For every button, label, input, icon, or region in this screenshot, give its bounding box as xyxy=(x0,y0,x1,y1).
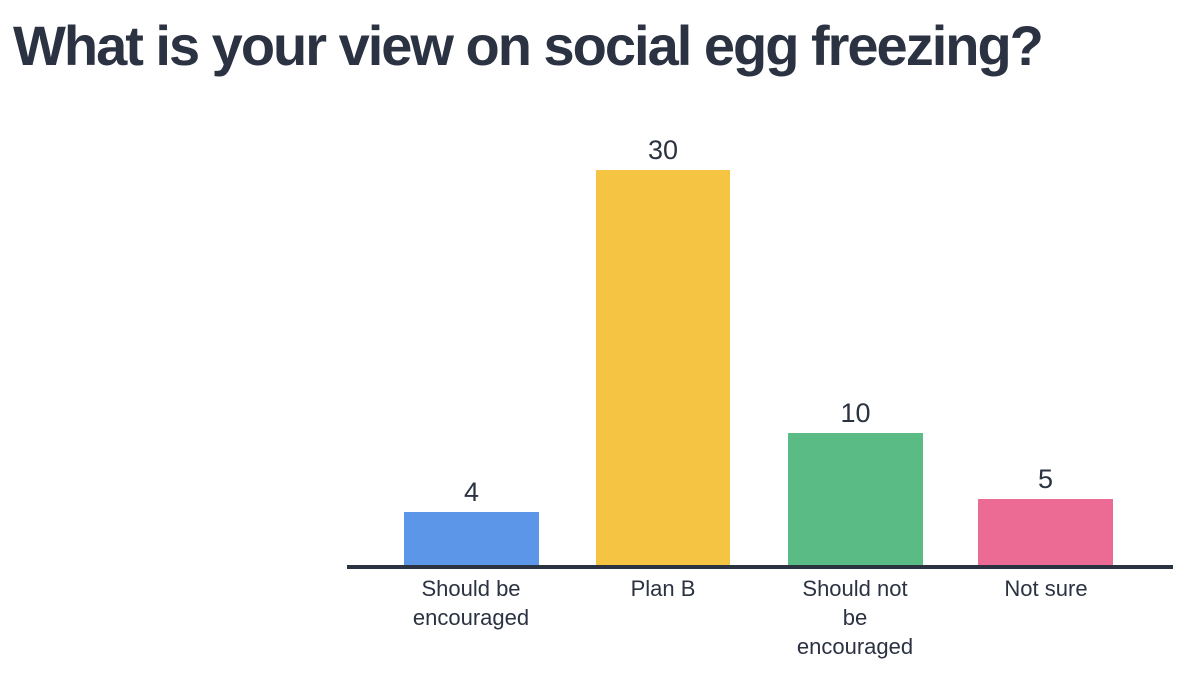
bar-not-sure xyxy=(978,499,1113,565)
bar-group-should-not-be-encouraged: 10 xyxy=(788,400,923,565)
bar-group-not-sure: 5 xyxy=(978,466,1113,565)
x-tick-label-plan-b: Plan B xyxy=(630,576,696,601)
bar-group-should-be-encouraged: 4 xyxy=(404,479,539,565)
bar-value-label: 10 xyxy=(840,398,871,428)
plot-area: 4 30 10 5 xyxy=(347,0,1173,569)
x-tick-label-should-not-be-encouraged: Should not be encouraged xyxy=(796,576,914,660)
bar-plan-b xyxy=(596,170,730,565)
x-tick-label-not-sure: Not sure xyxy=(1004,576,1088,601)
chart-title: What is your view on social egg freezing… xyxy=(13,14,1044,77)
bar-should-be-encouraged xyxy=(404,512,539,565)
bar-value-label: 5 xyxy=(1037,464,1054,494)
x-axis-line xyxy=(347,565,1173,569)
bar-value-label: 4 xyxy=(463,477,480,507)
bar-value-label: 30 xyxy=(647,135,679,165)
bar-should-not-be-encouraged xyxy=(788,433,923,565)
bar-group-plan-b: 30 xyxy=(596,137,730,565)
x-tick-label-should-be-encouraged: Should be encouraged xyxy=(412,576,530,631)
